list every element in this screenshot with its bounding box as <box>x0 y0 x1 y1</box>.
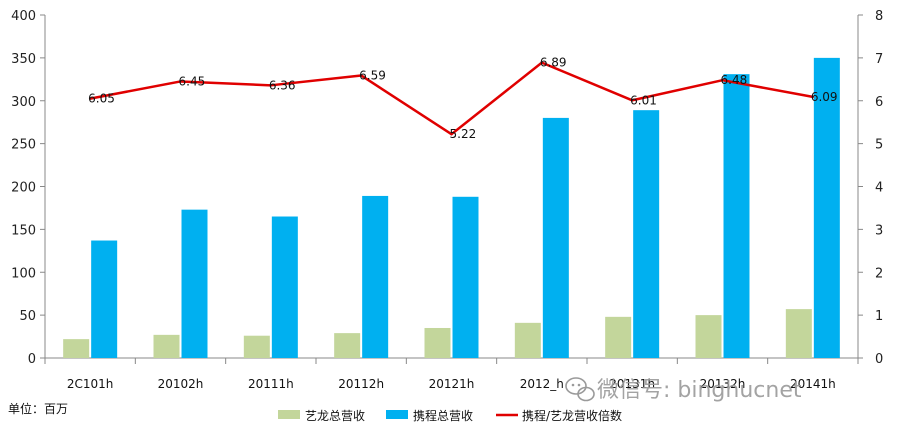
ctrip-revenue-bar <box>452 196 479 358</box>
x-tick-label: 20141h <box>790 377 836 391</box>
right-tick-label: 1 <box>875 309 883 324</box>
left-tick-label: 150 <box>11 223 36 238</box>
x-tick-label: 20121h <box>429 377 475 391</box>
x-tick-label: 20112h <box>338 377 384 391</box>
right-tick-label: 8 <box>875 9 883 24</box>
ratio-data-label: 6.05 <box>88 92 115 106</box>
ratio-point <box>540 61 544 64</box>
ratio-point <box>179 80 182 83</box>
x-tick-label: 2C101h <box>67 377 114 391</box>
ratio-data-label: 6.09 <box>811 90 838 104</box>
right-tick-label: 4 <box>875 181 883 196</box>
right-tick-label: 3 <box>875 223 883 238</box>
elong-revenue-bar <box>63 339 90 358</box>
right-tick-label: 0 <box>875 352 883 367</box>
elong-revenue-bar <box>243 335 270 358</box>
left-tick-label: 0 <box>28 352 36 367</box>
axes: 0 50 100 150 200 250 300 350 400 0 1 2 3 4 5 6 7 8 2C101h 2… <box>11 9 883 391</box>
legend-label-ratio: 携程/艺龙营收倍数 <box>522 408 622 423</box>
ratio-point <box>450 132 453 136</box>
ratio-data-label: 6.01 <box>630 93 657 107</box>
ctrip-revenue-bar <box>813 57 840 358</box>
x-tick-label: 20102h <box>158 377 204 391</box>
unit-label: 单位：百万 <box>8 401 68 416</box>
ctrip-revenue-bar <box>633 110 660 359</box>
elong-revenue-bar <box>605 316 632 358</box>
legend-label-elong: 艺龙总营收 <box>305 409 365 423</box>
legend-swatch-ctrip <box>386 410 408 419</box>
elong-revenue-bar <box>514 322 541 358</box>
elong-revenue-bar <box>785 309 812 358</box>
ctrip-revenue-bar <box>362 195 389 358</box>
left-tick-label: 200 <box>11 181 36 196</box>
left-tick-label: 250 <box>11 138 36 153</box>
ratio-point <box>721 78 724 82</box>
ratio-data-label: 6.48 <box>721 73 748 87</box>
ratio-point <box>359 74 363 77</box>
ratio-point <box>811 95 815 99</box>
ratio-point <box>630 99 634 102</box>
ctrip-revenue-bar <box>271 216 298 358</box>
ratio-data-label: 6.36 <box>269 78 296 92</box>
right-tick-label: 6 <box>875 95 883 110</box>
data-labels: 6.05 6.45 6.36 6.59 5.22 6.89 6.01 6.48 6.09 <box>88 56 837 142</box>
ctrip-revenue-bar <box>542 117 569 359</box>
elong-revenue-bar <box>153 334 180 358</box>
elong-revenue-bar <box>424 327 451 358</box>
left-tick-label: 100 <box>11 266 36 281</box>
x-tick-label: 2012_h <box>520 377 564 391</box>
x-tick-label: 20111h <box>248 377 294 391</box>
legend-label-ctrip: 携程总营收 <box>413 408 473 423</box>
left-tick-label: 300 <box>11 95 36 110</box>
left-tick-label: 350 <box>11 52 36 67</box>
ratio-data-label: 6.59 <box>359 68 386 82</box>
ratio-line <box>89 61 814 136</box>
watermark: 微信号: binghucnet <box>565 377 802 403</box>
ratio-data-label: 5.22 <box>450 127 477 141</box>
wechat-icon <box>565 377 595 402</box>
left-tick-label: 50 <box>19 309 36 324</box>
elong-revenue-bar <box>334 333 361 358</box>
ratio-data-label: 6.89 <box>540 56 567 70</box>
x-tick-label: 20132h <box>700 377 746 391</box>
right-tick-label: 5 <box>875 138 883 153</box>
ctrip-revenue-bar <box>723 74 750 358</box>
ctrip-revenue-bar <box>181 209 208 358</box>
right-tick-label: 2 <box>875 266 883 281</box>
right-tick-label: 7 <box>875 52 883 67</box>
ratio-point <box>269 84 273 87</box>
ratio-line-group <box>88 61 815 136</box>
watermark-text: 微信号: binghucnet <box>597 378 802 403</box>
ctrip-revenue-bar <box>91 240 118 358</box>
x-tick-label: 20131h <box>609 377 655 391</box>
legend-swatch-elong <box>278 410 300 419</box>
left-tick-label: 400 <box>11 9 36 24</box>
bars <box>63 57 840 359</box>
ratio-point <box>88 97 92 100</box>
ratio-data-label: 6.45 <box>179 74 206 88</box>
elong-revenue-bar <box>695 315 722 358</box>
legend: 艺龙总营收 携程总营收 携程/艺龙营收倍数 <box>278 408 622 423</box>
